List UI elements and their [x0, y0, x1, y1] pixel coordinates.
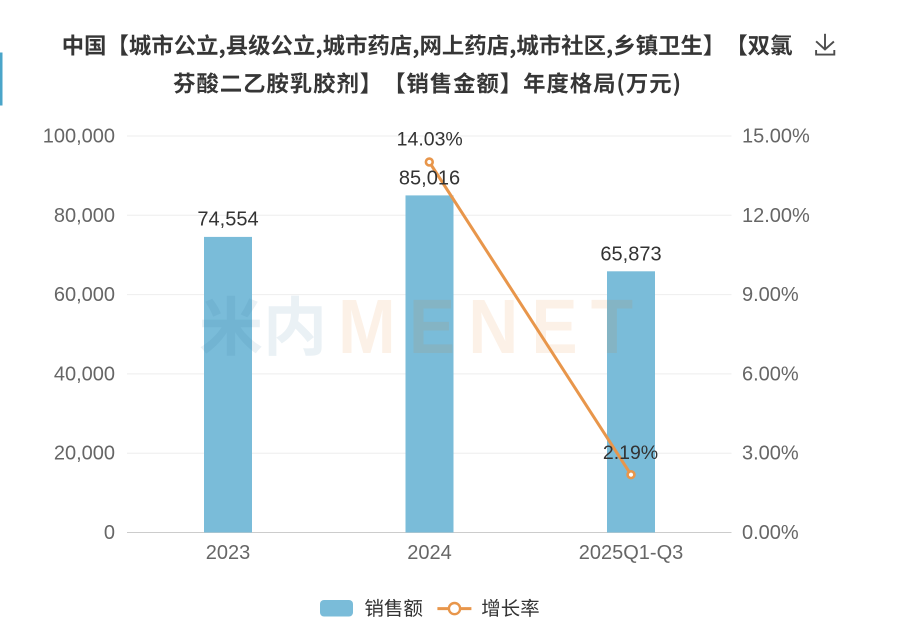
- svg-text:2025Q1-Q3: 2025Q1-Q3: [579, 542, 684, 564]
- svg-text:MENET: MENET: [338, 284, 646, 370]
- svg-text:14.03%: 14.03%: [397, 128, 463, 150]
- svg-text:2023: 2023: [206, 542, 251, 564]
- svg-text:100,000: 100,000: [43, 126, 115, 148]
- svg-text:85,016: 85,016: [399, 167, 460, 189]
- svg-text:9.00%: 9.00%: [742, 284, 799, 306]
- svg-text:0: 0: [104, 522, 115, 544]
- svg-text:65,873: 65,873: [600, 243, 661, 265]
- svg-text:6.00%: 6.00%: [742, 363, 799, 385]
- svg-text:0.00%: 0.00%: [742, 522, 799, 544]
- svg-text:15.00%: 15.00%: [742, 126, 810, 148]
- svg-text:60,000: 60,000: [54, 284, 115, 306]
- svg-text:74,554: 74,554: [197, 209, 258, 231]
- svg-text:40,000: 40,000: [54, 363, 115, 385]
- svg-text:3.00%: 3.00%: [742, 443, 799, 465]
- svg-text:80,000: 80,000: [54, 205, 115, 227]
- svg-text:2.19%: 2.19%: [603, 442, 658, 464]
- svg-text:20,000: 20,000: [54, 443, 115, 465]
- svg-text:12.00%: 12.00%: [742, 205, 810, 227]
- svg-text:2024: 2024: [407, 542, 452, 564]
